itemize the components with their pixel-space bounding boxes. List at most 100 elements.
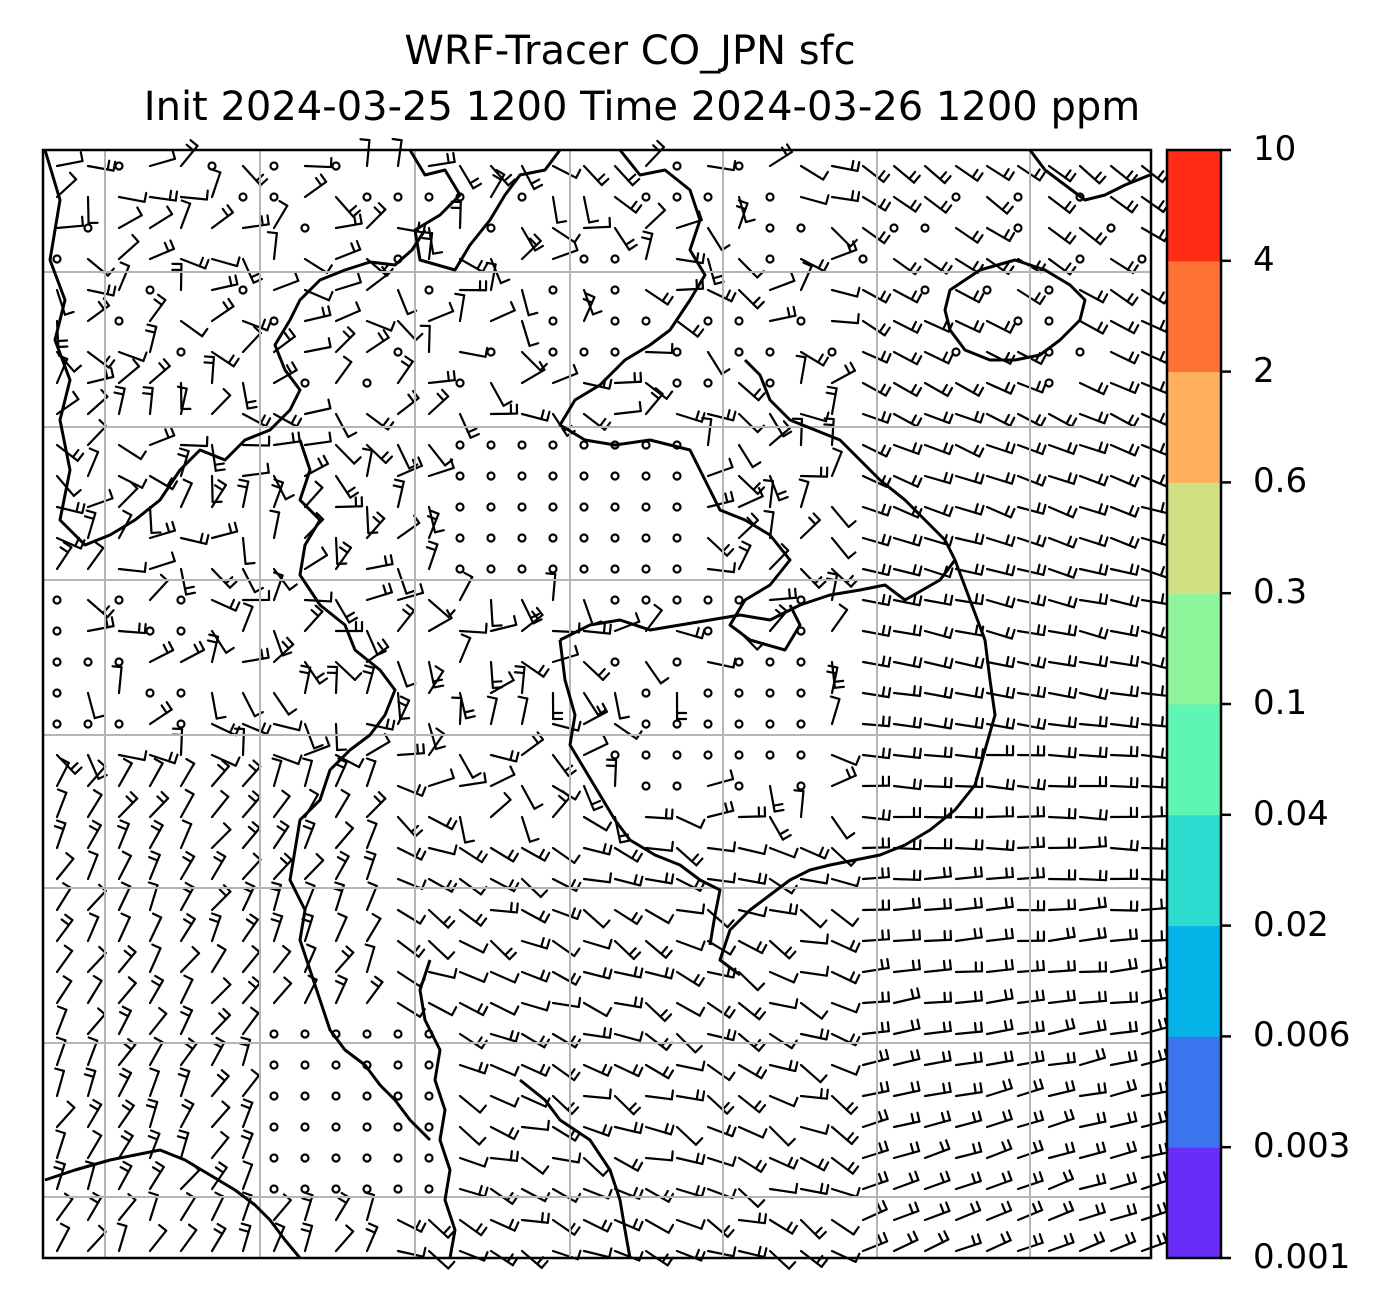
calm-wind-marker [796, 688, 806, 698]
wind-barb [1140, 1048, 1169, 1067]
wind-barb [1047, 1080, 1076, 1098]
wind-barb [458, 1156, 489, 1168]
wind-barb [644, 939, 673, 959]
wind-barb [86, 945, 107, 974]
wind-barb [799, 873, 830, 885]
wind-barb [954, 593, 985, 606]
calm-wind-marker [548, 502, 558, 512]
wind-barb [272, 199, 289, 230]
wind-barb [551, 1152, 582, 1164]
wind-barb [303, 722, 324, 750]
wind-barb [237, 478, 250, 509]
wind-barb [520, 1249, 549, 1269]
wind-barb [892, 1141, 921, 1160]
wind-barb [706, 908, 735, 929]
wind-barb [148, 520, 177, 540]
wind-barb [954, 990, 983, 1005]
calm-wind-marker [672, 347, 682, 357]
calm-wind-marker [1075, 254, 1085, 264]
wind-barb [985, 595, 1016, 609]
wind-barb [238, 1222, 252, 1253]
wind-barb [55, 944, 74, 974]
wind-barb [954, 1051, 983, 1067]
wind-barb [1016, 563, 1047, 576]
wind-barb [861, 991, 891, 1005]
wind-barb [768, 1249, 797, 1270]
wind-barb [117, 481, 139, 509]
wind-barb [861, 226, 891, 245]
wind-barb [520, 1000, 551, 1012]
wind-barb [613, 226, 638, 251]
wind-barb [334, 912, 348, 943]
wind-barb [179, 435, 209, 448]
wind-barb [210, 443, 226, 472]
colorbar-segment [1167, 260, 1221, 373]
wind-barb [582, 908, 611, 929]
wind-barb [458, 1061, 489, 1075]
wind-barb [1109, 776, 1139, 789]
wind-barb [799, 1063, 828, 1084]
wind-barb [830, 536, 857, 560]
wind-barb [861, 1048, 890, 1067]
wind-barb [272, 720, 303, 732]
calm-wind-marker [300, 223, 310, 233]
wind-barb [551, 1187, 582, 1203]
wind-barb [1109, 412, 1140, 428]
calm-wind-marker [362, 192, 372, 202]
wind-barb [613, 401, 642, 416]
wind-barb [545, 572, 557, 602]
wind-barb [795, 354, 807, 385]
wind-barb [985, 1200, 1013, 1222]
wind-barb [861, 809, 891, 821]
wind-barb [427, 815, 458, 831]
calm-wind-marker [765, 223, 775, 233]
calm-wind-marker [610, 595, 620, 605]
wind-barb [1109, 1020, 1138, 1036]
wind-barb [768, 1059, 799, 1073]
coastline-inner-bay [558, 639, 722, 946]
calm-wind-marker [238, 192, 248, 202]
wind-barb [55, 541, 73, 571]
wind-barb [396, 1001, 426, 1018]
wind-barb [489, 671, 515, 695]
wind-barb [892, 685, 922, 697]
wind-barb [825, 385, 838, 416]
wind-barb [210, 753, 241, 767]
calm-wind-marker [52, 626, 62, 636]
wind-barb [613, 1218, 644, 1232]
wind-barb [861, 747, 891, 760]
wind-barb [675, 1152, 706, 1166]
wind-barb [303, 337, 332, 354]
wind-barb [365, 912, 382, 943]
wind-barb [1047, 226, 1077, 245]
wind-barb [427, 967, 458, 979]
wind-barb [334, 660, 363, 681]
wind-barb [520, 606, 544, 633]
wind-barb [272, 789, 291, 819]
calm-wind-marker [331, 1184, 341, 1194]
wind-barb [551, 240, 579, 261]
calm-wind-marker [703, 719, 713, 729]
wind-barb [1078, 836, 1108, 850]
wind-barb [892, 381, 923, 397]
wind-barb [1140, 501, 1171, 515]
wind-barb [117, 191, 148, 203]
calm-wind-marker [951, 192, 961, 202]
wind-barb [458, 691, 476, 720]
wind-barb [551, 1032, 582, 1049]
calm-wind-marker [548, 316, 558, 326]
wind-barb [737, 1156, 767, 1173]
wind-barb [210, 944, 227, 974]
wind-barb [1140, 869, 1170, 881]
wind-barb [582, 598, 603, 626]
wind-barb [334, 496, 364, 509]
wind-barb [1016, 745, 1046, 757]
wind-barb [303, 156, 333, 169]
wind-barb [148, 1191, 159, 1222]
calm-wind-marker [796, 781, 806, 791]
wind-barb [768, 1032, 798, 1050]
wind-barb [861, 957, 890, 974]
wind-barb [892, 442, 923, 455]
coastline-southwest [44, 1148, 302, 1259]
calm-wind-marker [83, 657, 93, 667]
